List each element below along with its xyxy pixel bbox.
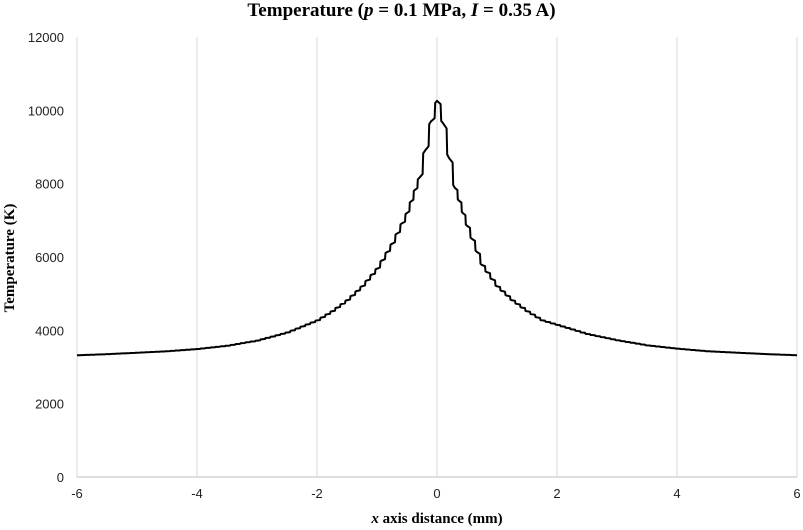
y-tick-label: 0 [57, 470, 64, 485]
y-tick-label: 8000 [35, 177, 64, 192]
x-tick-label: -6 [71, 486, 83, 501]
y-tick-label: 6000 [35, 250, 64, 265]
x-tick-label: 0 [433, 486, 440, 501]
y-tick-label: 10000 [28, 103, 64, 118]
series-group [76, 99, 798, 357]
axes [76, 37, 797, 478]
y-tick-label: 12000 [28, 30, 64, 45]
y-tick-labels: 0 2000 4000 6000 8000 10000 12000 [28, 30, 64, 485]
chart-title: Temperature (p = 0.1 MPa, I = 0.35 A) [247, 0, 556, 21]
x-tick-label: 6 [793, 486, 800, 501]
y-tick-label: 4000 [35, 323, 64, 338]
y-tick-label: 2000 [35, 397, 64, 412]
x-tick-label: 4 [673, 486, 680, 501]
x-tick-labels: -6 -4 -2 0 2 4 6 [71, 486, 800, 501]
x-axis-label: x axis distance (mm) [370, 511, 502, 527]
series-line [76, 99, 798, 357]
x-tick-label: -2 [311, 486, 323, 501]
x-axis-label-symbol: x [370, 511, 379, 527]
x-axis-label-text: axis distance (mm) [379, 511, 503, 527]
grid-lines [76, 37, 798, 477]
x-tick-label: 2 [553, 486, 560, 501]
y-axis-label: Temperature (K) [2, 204, 18, 313]
x-tick-label: -4 [191, 486, 203, 501]
